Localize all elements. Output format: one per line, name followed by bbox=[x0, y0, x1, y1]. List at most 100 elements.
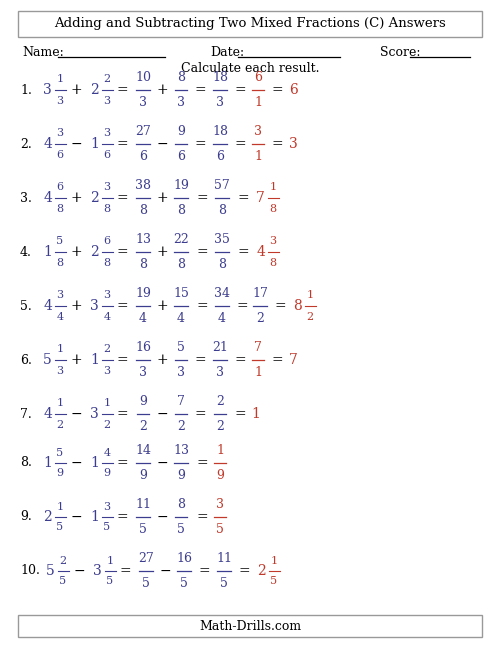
Text: 3: 3 bbox=[216, 498, 224, 511]
Text: 11: 11 bbox=[216, 552, 232, 565]
Text: 4: 4 bbox=[256, 245, 265, 259]
Text: 27: 27 bbox=[135, 125, 151, 138]
Text: 1: 1 bbox=[90, 510, 99, 524]
Text: 1: 1 bbox=[90, 137, 99, 151]
Text: =: = bbox=[116, 137, 128, 151]
Text: 5: 5 bbox=[139, 523, 147, 536]
Text: 5: 5 bbox=[177, 341, 185, 354]
Text: =: = bbox=[196, 510, 208, 524]
Text: =: = bbox=[119, 564, 131, 578]
Text: 1: 1 bbox=[104, 399, 110, 408]
Text: 1: 1 bbox=[252, 407, 260, 421]
Text: 8: 8 bbox=[139, 204, 147, 217]
Text: 9: 9 bbox=[216, 469, 224, 482]
Text: =: = bbox=[194, 407, 206, 421]
Text: 2: 2 bbox=[44, 510, 52, 524]
Text: 9: 9 bbox=[177, 469, 185, 482]
Text: 9: 9 bbox=[177, 125, 185, 138]
Text: +: + bbox=[70, 245, 82, 259]
Text: Adding and Subtracting Two Mixed Fractions (C) Answers: Adding and Subtracting Two Mixed Fractio… bbox=[54, 17, 446, 30]
Text: 4: 4 bbox=[104, 448, 110, 457]
Text: 2: 2 bbox=[56, 419, 64, 430]
Text: 8: 8 bbox=[293, 299, 302, 313]
Text: 14: 14 bbox=[135, 444, 151, 457]
Text: 5: 5 bbox=[60, 576, 66, 586]
Text: 2: 2 bbox=[90, 245, 99, 259]
Text: 5: 5 bbox=[56, 237, 64, 247]
Text: +: + bbox=[70, 353, 82, 367]
Text: =: = bbox=[116, 510, 128, 524]
Text: 3: 3 bbox=[216, 366, 224, 379]
Text: =: = bbox=[194, 353, 206, 367]
Text: 1: 1 bbox=[270, 556, 278, 565]
Text: 8: 8 bbox=[56, 258, 64, 267]
Text: Math-Drills.com: Math-Drills.com bbox=[199, 619, 301, 633]
Text: 6: 6 bbox=[216, 150, 224, 163]
Text: 7.: 7. bbox=[20, 408, 32, 421]
Text: 3: 3 bbox=[104, 129, 110, 138]
Text: 4: 4 bbox=[218, 312, 226, 325]
Text: −: − bbox=[156, 137, 168, 151]
Text: 1: 1 bbox=[56, 344, 64, 355]
Text: 8: 8 bbox=[218, 258, 226, 271]
Text: 18: 18 bbox=[212, 125, 228, 138]
Text: 1: 1 bbox=[56, 501, 64, 512]
Text: Name:: Name: bbox=[22, 45, 64, 58]
Text: 8: 8 bbox=[177, 258, 185, 271]
Text: −: − bbox=[70, 407, 82, 421]
Text: +: + bbox=[70, 299, 82, 313]
Text: 3: 3 bbox=[104, 366, 110, 375]
Text: 6: 6 bbox=[254, 71, 262, 84]
Text: 3: 3 bbox=[56, 96, 64, 105]
Text: 3: 3 bbox=[104, 182, 110, 193]
Text: 57: 57 bbox=[214, 179, 230, 192]
Text: 6: 6 bbox=[104, 149, 110, 160]
Text: 2: 2 bbox=[257, 564, 266, 578]
Text: 1: 1 bbox=[106, 556, 114, 565]
Text: 3: 3 bbox=[270, 237, 276, 247]
Text: =: = bbox=[271, 83, 283, 97]
Text: 5: 5 bbox=[46, 564, 55, 578]
Text: =: = bbox=[116, 299, 128, 313]
Text: 5: 5 bbox=[270, 576, 278, 586]
Text: Date:: Date: bbox=[210, 45, 244, 58]
Text: 18: 18 bbox=[212, 71, 228, 84]
Text: 3: 3 bbox=[90, 407, 99, 421]
Bar bbox=[18, 615, 482, 637]
Text: 3: 3 bbox=[90, 299, 99, 313]
Text: 1: 1 bbox=[254, 366, 262, 379]
Text: 5: 5 bbox=[44, 353, 52, 367]
Text: 3: 3 bbox=[93, 564, 102, 578]
Text: =: = bbox=[116, 407, 128, 421]
Text: +: + bbox=[70, 191, 82, 205]
Text: 8: 8 bbox=[177, 204, 185, 217]
Text: 3: 3 bbox=[56, 291, 64, 300]
Text: 2: 2 bbox=[139, 420, 147, 433]
Text: 3: 3 bbox=[56, 129, 64, 138]
Text: 9: 9 bbox=[139, 469, 147, 482]
Text: =: = bbox=[238, 564, 250, 578]
Text: 3: 3 bbox=[56, 366, 64, 375]
Text: 8.: 8. bbox=[20, 457, 32, 470]
Text: 7: 7 bbox=[177, 395, 185, 408]
Text: 21: 21 bbox=[212, 341, 228, 354]
Text: 4: 4 bbox=[139, 312, 147, 325]
Text: 2: 2 bbox=[216, 420, 224, 433]
Text: +: + bbox=[156, 245, 168, 259]
Text: 13: 13 bbox=[173, 444, 189, 457]
Text: 2: 2 bbox=[177, 420, 185, 433]
Text: −: − bbox=[156, 456, 168, 470]
Text: =: = bbox=[196, 245, 208, 259]
Text: =: = bbox=[194, 137, 206, 151]
Text: 22: 22 bbox=[173, 233, 189, 246]
Text: =: = bbox=[237, 245, 249, 259]
Text: 19: 19 bbox=[173, 179, 189, 192]
Text: 10: 10 bbox=[135, 71, 151, 84]
Text: 16: 16 bbox=[176, 552, 192, 565]
Text: 17: 17 bbox=[252, 287, 268, 300]
Text: 5.: 5. bbox=[20, 300, 32, 313]
Text: =: = bbox=[234, 137, 246, 151]
Text: 5: 5 bbox=[56, 448, 64, 457]
Text: 2: 2 bbox=[104, 344, 110, 355]
Text: 1: 1 bbox=[43, 245, 52, 259]
